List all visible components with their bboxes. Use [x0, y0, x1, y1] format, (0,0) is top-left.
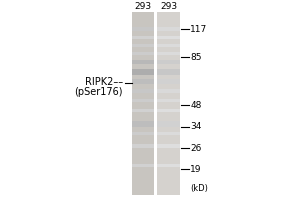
Bar: [158, 27, 180, 31]
Bar: [132, 52, 154, 55]
Bar: [158, 132, 180, 135]
Bar: [132, 69, 154, 75]
Bar: [132, 36, 154, 39]
Bar: [158, 12, 180, 195]
Bar: [132, 164, 154, 167]
Bar: [132, 89, 154, 93]
Bar: [132, 109, 154, 112]
Bar: [158, 109, 180, 112]
Text: 26: 26: [190, 144, 202, 153]
Bar: [132, 132, 154, 135]
Text: (pSer176): (pSer176): [75, 87, 123, 97]
Text: 85: 85: [190, 53, 202, 62]
Bar: [132, 99, 154, 102]
Bar: [132, 144, 154, 148]
Bar: [132, 27, 154, 31]
Bar: [158, 44, 180, 47]
Text: 293: 293: [135, 2, 152, 11]
Text: 293: 293: [160, 2, 177, 11]
Bar: [158, 99, 180, 102]
Bar: [158, 121, 180, 127]
Text: 117: 117: [190, 25, 208, 34]
Text: 19: 19: [190, 165, 202, 174]
Bar: [132, 12, 154, 195]
Text: (kD): (kD): [190, 184, 208, 193]
Bar: [158, 79, 180, 84]
Bar: [158, 164, 180, 167]
Text: 34: 34: [190, 122, 202, 131]
Bar: [132, 121, 154, 127]
Bar: [132, 44, 154, 47]
Bar: [158, 89, 180, 93]
Bar: [132, 60, 154, 64]
Bar: [158, 69, 180, 75]
Text: 48: 48: [190, 101, 202, 110]
Bar: [158, 144, 180, 148]
Bar: [132, 79, 154, 84]
Bar: [158, 52, 180, 55]
Text: RIPK2––: RIPK2––: [85, 77, 123, 87]
Bar: [158, 60, 180, 64]
Bar: [158, 36, 180, 39]
